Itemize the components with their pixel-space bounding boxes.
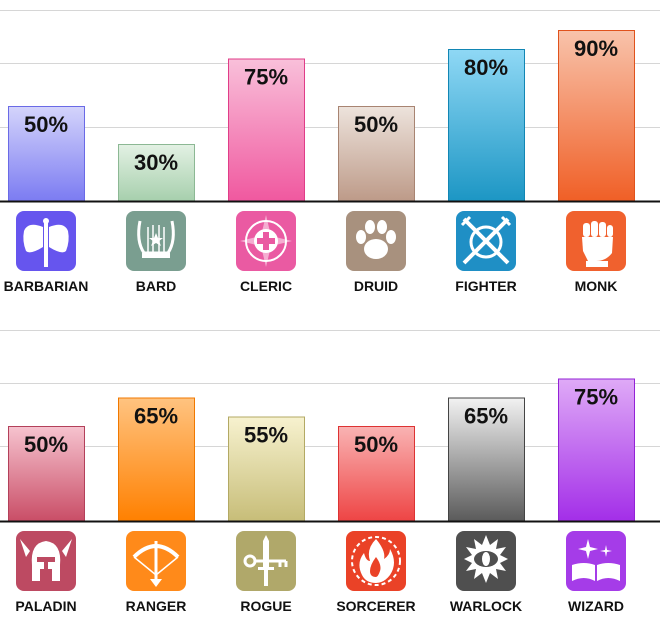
holy-cross-icon — [236, 211, 296, 271]
data-label-rogue: 55% — [244, 423, 288, 448]
category-label-barbarian: BARBARIAN — [4, 278, 89, 294]
bar-rogue — [228, 416, 305, 522]
double-axe-icon — [16, 211, 76, 271]
category-label-fighter: FIGHTER — [455, 278, 516, 294]
category-label-sorcerer: SORCERER — [336, 598, 415, 614]
fire-icon — [346, 531, 406, 591]
category-label-bard: BARD — [136, 278, 176, 294]
data-label-fighter: 80% — [464, 55, 508, 80]
category-label-warlock: WARLOCK — [450, 598, 522, 614]
bar-bard — [118, 144, 195, 202]
category-label-rogue: ROGUE — [240, 598, 291, 614]
bar-barbarian — [8, 106, 85, 202]
crossed-swords-shield-icon — [456, 211, 516, 271]
data-label-warlock: 65% — [464, 404, 508, 429]
evil-eye-icon — [456, 531, 516, 591]
bar-cleric — [228, 58, 305, 202]
data-label-sorcerer: 50% — [354, 432, 398, 457]
bar-paladin — [8, 426, 85, 522]
data-label-monk: 90% — [574, 36, 618, 61]
paw-icon — [346, 211, 406, 271]
bar-sorcerer — [338, 426, 415, 522]
category-label-paladin: PALADIN — [15, 598, 76, 614]
data-label-bard: 30% — [134, 150, 178, 175]
bottom-chart-panel: 50% PALADIN 65% RANGER 55% ROGUE 50% SORCERER 65… — [0, 330, 660, 614]
bar-monk — [558, 30, 635, 202]
spellbook-icon — [566, 531, 626, 591]
data-label-paladin: 50% — [24, 432, 68, 457]
bar-ranger — [118, 397, 195, 522]
category-label-cleric: CLERIC — [240, 278, 292, 294]
top-chart-panel: 50% BARBARIAN 30% BARD 75% CLERIC 50% DRUID 80% F… — [0, 10, 660, 294]
dagger-and-key-icon — [236, 531, 296, 591]
bar-warlock — [448, 397, 525, 522]
data-label-cleric: 75% — [244, 65, 288, 90]
category-label-druid: DRUID — [354, 278, 398, 294]
category-label-wizard: WIZARD — [568, 598, 624, 614]
data-label-barbarian: 50% — [24, 112, 68, 137]
winged-helmet-icon — [16, 531, 76, 591]
bow-and-arrow-icon — [126, 531, 186, 591]
data-label-ranger: 65% — [134, 404, 178, 429]
category-label-ranger: RANGER — [126, 598, 187, 614]
raised-fist-icon — [566, 211, 626, 271]
data-label-druid: 50% — [354, 112, 398, 137]
bar-druid — [338, 106, 415, 202]
lyre-icon — [126, 211, 186, 271]
bar-wizard — [558, 378, 635, 522]
data-label-wizard: 75% — [574, 385, 618, 410]
bar-fighter — [448, 49, 525, 202]
category-label-monk: MONK — [575, 278, 618, 294]
